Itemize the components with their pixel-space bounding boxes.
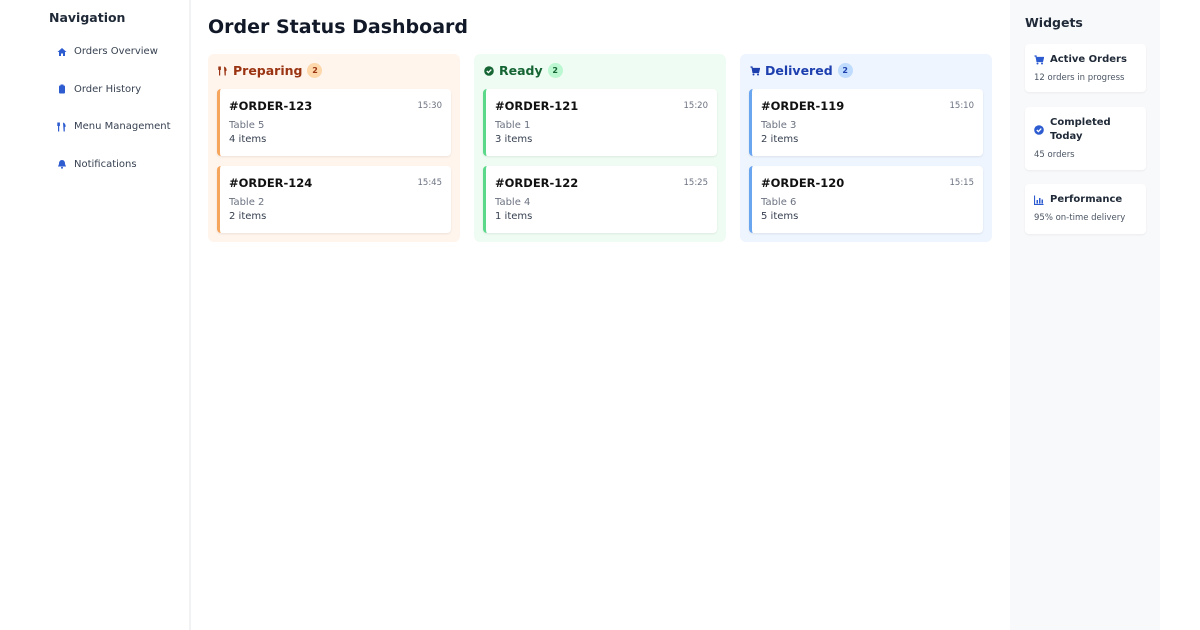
widget-text: 45 orders <box>1034 150 1075 160</box>
count-badge: 2 <box>547 63 563 78</box>
widget-card: Completed Today 45 orders <box>1025 107 1146 170</box>
icon <box>1034 195 1044 205</box>
order-card[interactable]: #ORDER-123 15:30 Table 5 4 items <box>217 89 451 156</box>
column-header: Preparing 2 <box>218 63 323 78</box>
column-title: Delivered <box>765 63 833 78</box>
icon <box>218 66 228 76</box>
nav-label[interactable]: Order History <box>74 83 142 95</box>
order-time: 15:45 <box>417 178 443 188</box>
order-card[interactable]: #ORDER-122 15:25 Table 4 1 items <box>483 166 717 233</box>
nav-item[interactable]: Notifications <box>57 159 137 170</box>
order-time: 15:15 <box>949 178 975 188</box>
icon <box>57 47 67 57</box>
order-table: Table 5 <box>229 120 265 131</box>
order-table: Table 2 <box>229 197 265 208</box>
order-id: #ORDER-121 <box>495 99 579 113</box>
order-table: Table 6 <box>761 197 797 208</box>
order-id: #ORDER-124 <box>229 176 313 190</box>
order-card[interactable]: #ORDER-124 15:45 Table 2 2 items <box>217 166 451 233</box>
column-title: Preparing <box>233 63 303 78</box>
order-table: Table 1 <box>495 120 531 131</box>
nav-label[interactable]: Menu Management <box>74 121 171 132</box>
order-time: 15:25 <box>683 178 709 188</box>
nav-label[interactable]: Orders Overview <box>74 46 158 57</box>
sidebar-title: Navigation <box>49 10 126 25</box>
count-badge: 2 <box>837 63 853 78</box>
nav-item[interactable]: Order History <box>57 84 141 95</box>
widget-card: Active Orders 12 orders in progress <box>1025 44 1146 92</box>
order-time: 15:30 <box>417 101 443 111</box>
order-id: #ORDER-119 <box>761 99 845 113</box>
order-items: 1 items <box>495 211 533 222</box>
order-time: 15:10 <box>949 101 975 111</box>
icon <box>750 65 760 76</box>
icon <box>57 122 67 132</box>
order-items: 2 items <box>229 211 267 222</box>
icon <box>57 84 67 94</box>
order-card[interactable]: #ORDER-121 15:20 Table 1 3 items <box>483 89 717 156</box>
order-items: 4 items <box>229 134 267 145</box>
widget-card: Performance 95% on-time delivery <box>1025 184 1146 234</box>
count-badge: 2 <box>307 63 323 78</box>
order-items: 5 items <box>761 211 799 222</box>
order-card[interactable]: #ORDER-120 15:15 Table 6 5 items <box>749 166 983 233</box>
order-items: 3 items <box>495 134 533 145</box>
column-header: Ready 2 <box>484 63 563 78</box>
order-time: 15:20 <box>683 101 709 111</box>
widgets-title: Widgets <box>1025 15 1083 30</box>
icon <box>1034 55 1044 65</box>
order-table: Table 4 <box>495 197 531 208</box>
order-id: #ORDER-120 <box>761 176 845 190</box>
column-title: Ready <box>499 63 543 78</box>
order-id: #ORDER-123 <box>229 99 313 113</box>
icon <box>1034 125 1044 135</box>
order-items: 2 items <box>761 134 799 145</box>
widgets-panel: Widgets Active Orders 12 orders in progre… <box>1010 0 1160 630</box>
icon <box>57 159 67 169</box>
nav-item[interactable]: Menu Management <box>57 121 171 132</box>
sidebar: Navigation Orders Overview Order History M… <box>0 0 191 630</box>
nav-item[interactable]: Orders Overview <box>57 46 158 57</box>
page-title: Order Status Dashboard <box>208 16 468 38</box>
widget-title: Completed Today <box>1050 117 1111 142</box>
widget-text: 12 orders in progress <box>1034 73 1125 83</box>
icon <box>484 65 494 76</box>
widget-text: 95% on-time delivery <box>1034 213 1126 223</box>
widget-title: Active Orders <box>1050 54 1127 65</box>
order-card[interactable]: #ORDER-119 15:10 Table 3 2 items <box>749 89 983 156</box>
order-id: #ORDER-122 <box>495 176 579 190</box>
column-header: Delivered 2 <box>750 63 853 78</box>
widget-title: Performance <box>1050 194 1123 205</box>
nav-label[interactable]: Notifications <box>74 158 137 170</box>
order-table: Table 3 <box>761 120 797 131</box>
